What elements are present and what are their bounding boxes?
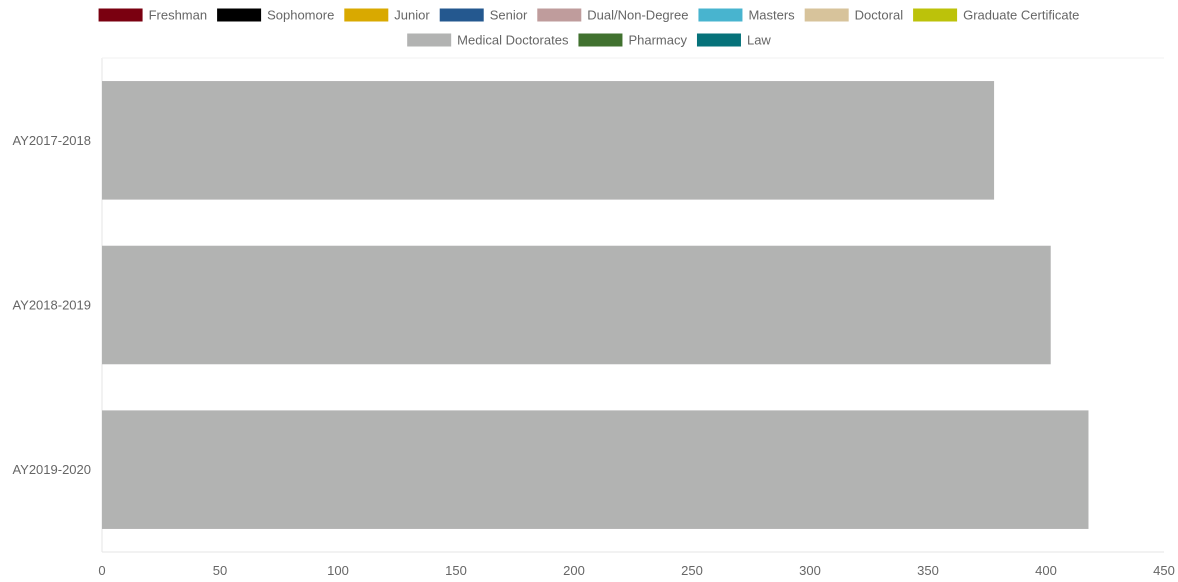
legend-swatch-law <box>696 33 741 47</box>
chart-legend: Freshman Sophomore Junior Senior Dual/Non-De… <box>98 8 1079 48</box>
legend-swatch-masters <box>698 8 743 22</box>
legend-label-freshman: Freshman <box>149 8 208 23</box>
x-tick-label: 200 <box>563 563 585 578</box>
chart-bars <box>102 81 1089 529</box>
x-tick-label: 0 <box>98 563 105 578</box>
legend-swatch-junior <box>344 8 389 22</box>
legend-item-masters[interactable]: Masters <box>698 8 795 23</box>
x-tick-label: 50 <box>213 563 227 578</box>
legend-item-dual-non-degree[interactable]: Dual/Non-Degree <box>537 8 688 23</box>
legend-item-sophomore[interactable]: Sophomore <box>217 8 334 23</box>
legend-item-freshman[interactable]: Freshman <box>98 8 208 23</box>
x-tick-label: 450 <box>1153 563 1175 578</box>
legend-swatch-doctoral <box>804 8 849 22</box>
legend-label-medical-doctorates: Medical Doctorates <box>457 33 569 48</box>
legend-item-law[interactable]: Law <box>696 33 771 48</box>
bar-medical-doctorates[interactable] <box>102 410 1089 529</box>
bar-medical-doctorates[interactable] <box>102 81 995 200</box>
legend-swatch-freshman <box>98 8 143 22</box>
legend-label-junior: Junior <box>394 8 430 23</box>
legend-swatch-senior <box>439 8 484 22</box>
legend-label-senior: Senior <box>490 8 528 23</box>
x-tick-label: 150 <box>445 563 467 578</box>
legend-label-law: Law <box>747 33 771 48</box>
legend-item-senior[interactable]: Senior <box>439 8 528 23</box>
legend-swatch-graduate-certificate <box>913 8 958 22</box>
legend-label-graduate-certificate: Graduate Certificate <box>963 8 1079 23</box>
legend-label-masters: Masters <box>748 8 795 23</box>
legend-label-pharmacy: Pharmacy <box>628 33 687 48</box>
x-tick-label: 250 <box>681 563 703 578</box>
x-tick-label: 100 <box>327 563 349 578</box>
legend-label-sophomore: Sophomore <box>267 8 334 23</box>
legend-swatch-sophomore <box>217 8 262 22</box>
legend-swatch-medical-doctorates <box>407 33 452 47</box>
y-tick-label: AY2018-2019 <box>12 298 91 313</box>
legend-swatch-dual-non-degree <box>537 8 582 22</box>
legend-swatch-pharmacy <box>578 33 623 47</box>
legend-item-graduate-certificate[interactable]: Graduate Certificate <box>913 8 1079 23</box>
chart-axes: 0 50 100 150 200 250 300 350 400 450 AY2017-2018 AY… <box>12 57 1175 578</box>
x-tick-label: 300 <box>799 563 821 578</box>
x-tick-label: 400 <box>1035 563 1057 578</box>
legend-item-doctoral[interactable]: Doctoral <box>804 8 904 23</box>
legend-label-dual-non-degree: Dual/Non-Degree <box>587 8 688 23</box>
y-tick-label: AY2019-2020 <box>12 462 91 477</box>
y-tick-label: AY2017-2018 <box>12 133 91 148</box>
legend-label-doctoral: Doctoral <box>855 8 904 23</box>
x-tick-label: 350 <box>917 563 939 578</box>
legend-item-junior[interactable]: Junior <box>344 8 430 23</box>
bar-medical-doctorates[interactable] <box>102 245 1051 365</box>
legend-item-medical-doctorates[interactable]: Medical Doctorates <box>407 33 569 48</box>
legend-item-pharmacy[interactable]: Pharmacy <box>578 33 687 48</box>
